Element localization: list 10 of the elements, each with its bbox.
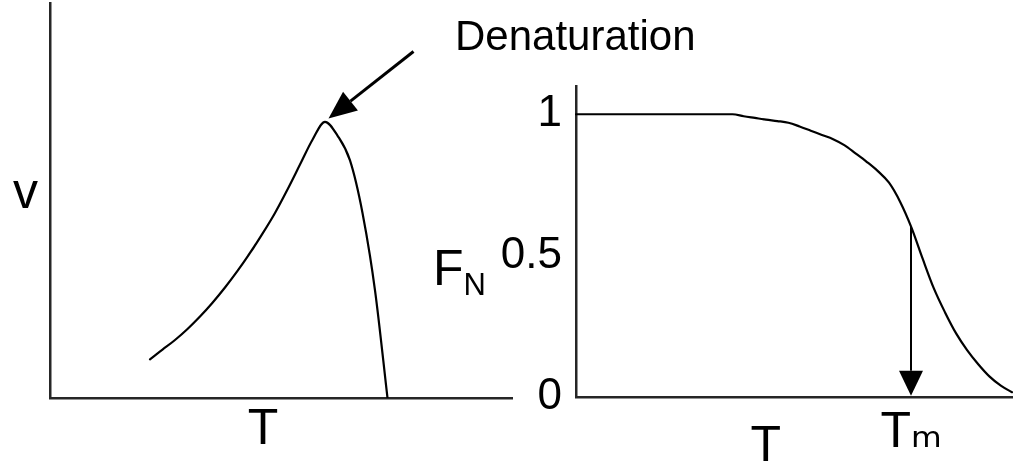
text: Denaturation bbox=[455, 11, 696, 59]
y-tick-label: 0 bbox=[537, 369, 562, 419]
x-tick-label: Tₘ bbox=[880, 401, 943, 458]
y-tick-label: 1 bbox=[537, 86, 562, 136]
line-series bbox=[574, 113, 1014, 394]
y-axis-title: F$_{N}$ bbox=[433, 239, 486, 302]
y-axis-title: v bbox=[13, 162, 38, 219]
x-axis-title: T bbox=[750, 416, 782, 464]
x-axis-title: T bbox=[247, 399, 279, 455]
y-tick-label: 0.5 bbox=[500, 227, 562, 277]
